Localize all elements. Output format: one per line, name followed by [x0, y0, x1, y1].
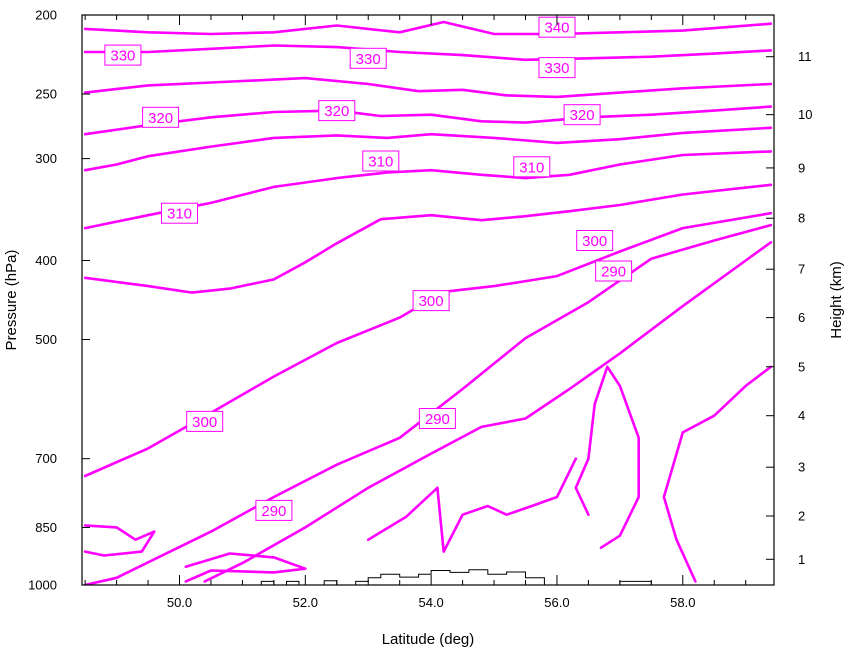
contour-label: 300: [186, 410, 224, 432]
contour-label-text: 330: [544, 60, 569, 77]
contour-label: 320: [142, 106, 180, 128]
contour-label: 320: [318, 100, 356, 122]
contour-label-text: 310: [368, 154, 393, 171]
y2-tick-label: 6: [798, 310, 805, 325]
contour-290: [366, 457, 578, 553]
contour-label-box: [161, 202, 198, 224]
contour-label-text: 320: [148, 110, 173, 127]
contour-label: 310: [161, 202, 198, 224]
y2-axis-title: Height (km): [828, 261, 845, 339]
contour-label: 310: [362, 150, 400, 172]
contour-290: [662, 365, 773, 583]
contour-label: 300: [576, 230, 614, 251]
contour-320: [83, 105, 773, 136]
y2-tick-label: 7: [798, 262, 805, 277]
contour-label-text: 300: [582, 233, 607, 250]
contour-label-box: [349, 47, 387, 69]
x-axis-title: Latitude (deg): [382, 631, 475, 648]
contour-label: 330: [349, 47, 387, 69]
contour-330: [83, 76, 773, 99]
contour-label-text: 290: [425, 411, 450, 428]
x-tick-label: 54.0: [418, 595, 443, 610]
y2-tick-label: 1: [798, 552, 805, 567]
y-tick-label: 500: [35, 332, 57, 347]
contour-label: 300: [412, 290, 450, 312]
contour-label-text: 300: [192, 414, 217, 431]
contour-290: [83, 524, 156, 557]
contour-label-box: [412, 290, 450, 312]
terrain-outline: [260, 569, 652, 585]
y2-tick-label: 5: [798, 359, 805, 374]
x-tick-label: 56.0: [544, 595, 569, 610]
y-tick-label: 250: [35, 87, 57, 102]
x-tick-label: 52.0: [293, 595, 318, 610]
contour-label: 290: [255, 499, 293, 521]
contour-label-text: 340: [544, 20, 569, 37]
contour-330: [83, 44, 773, 62]
contour-label: 290: [595, 260, 633, 282]
contour-label: 290: [418, 408, 456, 429]
axes: 50.0 52.0 54.0 56.0 58.020025030040050070085…: [28, 8, 812, 611]
contour-label-box: [186, 410, 224, 432]
y2-tick-label: 9: [798, 160, 805, 175]
y2-tick-label: 2: [798, 509, 805, 524]
contour-label-box: [513, 156, 551, 178]
contour-label-text: 330: [110, 48, 135, 65]
contour-label-text: 310: [167, 206, 192, 223]
contour-320: [83, 126, 773, 172]
contour-label: 310: [513, 156, 551, 178]
contour-label-box: [538, 57, 576, 79]
y-tick-label: 400: [35, 253, 57, 268]
contour-310: [83, 150, 773, 230]
contour-label-text: 300: [419, 293, 444, 310]
contour-340: [83, 20, 773, 36]
y-tick-label: 1000: [28, 578, 57, 593]
contour-label-box: [576, 230, 614, 251]
y2-tick-label: 11: [798, 49, 812, 64]
y2-tick-label: 8: [798, 211, 805, 226]
contour-label: 320: [563, 104, 601, 126]
contour-label-box: [255, 499, 293, 521]
y-tick-label: 300: [35, 151, 57, 166]
contour-label-box: [104, 44, 142, 66]
contour-label-text: 330: [356, 51, 381, 68]
contour-label-box: [595, 260, 633, 282]
contour-300: [83, 223, 773, 585]
contour-label: 330: [538, 57, 576, 79]
y-tick-label: 850: [35, 520, 57, 535]
contour-290: [574, 365, 640, 549]
contour-290: [203, 241, 773, 583]
contour-label-text: 320: [324, 103, 349, 120]
contour-290: [184, 552, 307, 583]
contour-label-box: [142, 106, 180, 128]
x-tick-label: 50.0: [167, 595, 192, 610]
contour-label-text: 310: [519, 159, 544, 176]
x-tick-label: 58.0: [670, 595, 695, 610]
y-tick-label: 700: [35, 451, 57, 466]
plot-frame: [81, 14, 775, 586]
y2-tick-label: 3: [798, 460, 805, 475]
contour-label-box: [563, 104, 601, 126]
y2-tick-label: 10: [798, 107, 812, 122]
contour-lines: [83, 20, 773, 585]
contour-labels: 340 330 330 330 320 320 320 310 310 310 300 290 300 3…: [104, 16, 633, 521]
y-axis-title: Pressure (hPa): [3, 250, 20, 351]
contour-label-box: [418, 408, 456, 429]
terrain-line: [260, 569, 652, 585]
contour-label-box: [362, 150, 400, 172]
contour-label-text: 320: [570, 107, 595, 124]
contour-310: [83, 183, 773, 294]
y2-tick-label: 4: [798, 408, 805, 423]
y-tick-label: 200: [35, 8, 57, 23]
contour-label: 330: [104, 44, 142, 66]
contour-label-text: 290: [261, 503, 286, 520]
contour-label-box: [318, 100, 356, 122]
contour-label-text: 290: [601, 264, 626, 281]
